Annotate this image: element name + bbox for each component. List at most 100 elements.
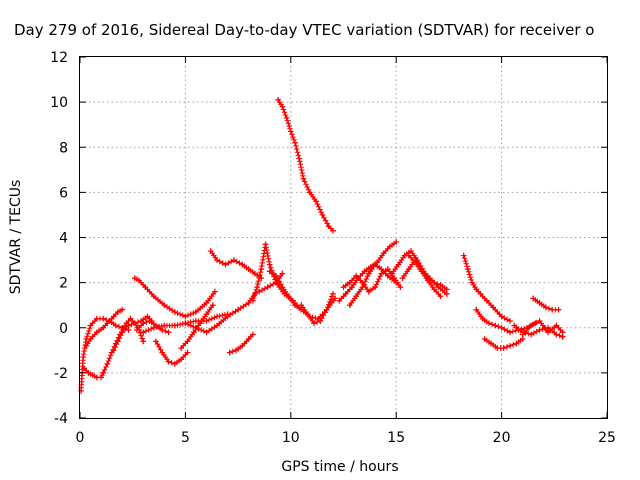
- data-point: [298, 302, 305, 308]
- plus-markers: [178, 302, 216, 351]
- data-point: [252, 270, 258, 277]
- data-point: [212, 288, 218, 295]
- data-point: [300, 176, 307, 182]
- data-point: [486, 320, 492, 327]
- data-point: [210, 302, 216, 308]
- data-point: [372, 261, 378, 268]
- data-point: [536, 327, 543, 333]
- data-point: [365, 270, 372, 277]
- x-tick-label: 5: [181, 430, 190, 446]
- data-point: [393, 279, 399, 286]
- data-point: [235, 306, 241, 313]
- data-point: [477, 291, 484, 297]
- data-point: [214, 322, 220, 329]
- data-point: [296, 155, 303, 162]
- data-point: [106, 318, 113, 324]
- data-point: [465, 266, 471, 272]
- data-point: [144, 313, 151, 320]
- data-point: [136, 277, 142, 284]
- data-point: [365, 288, 372, 295]
- y-tick-label: 12: [50, 50, 68, 66]
- data-series: [78, 97, 566, 394]
- data-point: [359, 284, 366, 290]
- data-point: [159, 327, 166, 333]
- data-point: [89, 372, 96, 378]
- data-point: [507, 318, 513, 324]
- data-point: [191, 329, 197, 336]
- data-point: [304, 311, 311, 318]
- data-point: [399, 275, 406, 281]
- data-point: [119, 329, 125, 336]
- data-point: [353, 273, 359, 279]
- data-point: [172, 322, 178, 329]
- data-point: [340, 284, 347, 290]
- plus-markers: [207, 248, 265, 281]
- plus-markers: [406, 252, 444, 299]
- data-point: [94, 329, 100, 336]
- plot-frame: [79, 56, 608, 419]
- data-point: [285, 293, 292, 299]
- data-point: [226, 349, 233, 356]
- series-track-31: [530, 295, 562, 313]
- gridlines: [80, 57, 607, 418]
- y-axis-title: SDTVAR / TECUs: [8, 180, 24, 295]
- data-point: [549, 306, 555, 313]
- data-point: [553, 331, 560, 338]
- data-point: [479, 315, 486, 322]
- data-point: [214, 257, 220, 263]
- data-point: [140, 329, 147, 336]
- data-point: [132, 275, 138, 281]
- data-point: [273, 273, 279, 279]
- data-point: [100, 324, 106, 331]
- x-tick-label: 15: [387, 430, 405, 446]
- data-point: [193, 309, 199, 315]
- data-point: [513, 340, 520, 347]
- data-point: [239, 261, 246, 268]
- data-point: [193, 324, 199, 331]
- data-point: [530, 295, 537, 302]
- plus-markers: [389, 248, 450, 297]
- data-point: [406, 252, 412, 259]
- data-point: [83, 343, 90, 349]
- data-point: [498, 324, 505, 331]
- series-track-4: [83, 306, 125, 349]
- data-point: [389, 270, 395, 277]
- data-point: [266, 268, 273, 275]
- data-point: [473, 306, 480, 313]
- y-tick-label: 4: [59, 231, 68, 247]
- data-point: [481, 336, 488, 342]
- y-tick-label: 6: [59, 185, 68, 201]
- data-point: [559, 329, 566, 336]
- series-track-9: [153, 338, 191, 367]
- data-point: [110, 347, 117, 354]
- data-point: [330, 291, 336, 297]
- data-point: [104, 361, 111, 367]
- chart-title: Day 279 of 2016, Sidereal Day-to-day VTE…: [14, 21, 594, 39]
- data-point: [380, 250, 387, 257]
- data-point: [245, 336, 252, 342]
- data-point: [254, 284, 260, 290]
- data-point: [353, 293, 359, 299]
- data-point: [178, 356, 184, 363]
- series-track-26: [460, 252, 513, 324]
- data-point: [222, 261, 229, 268]
- data-point: [279, 103, 286, 110]
- data-point: [165, 329, 172, 336]
- series-track-7: [132, 275, 218, 320]
- data-point: [184, 338, 191, 345]
- data-point: [484, 297, 490, 304]
- data-point: [553, 322, 560, 329]
- data-point: [288, 128, 294, 135]
- series-track-10: [178, 302, 216, 351]
- data-point: [431, 279, 437, 286]
- series-trace: [338, 241, 397, 302]
- data-point: [490, 304, 496, 311]
- data-point: [161, 322, 168, 329]
- data-point: [395, 261, 402, 268]
- data-point: [555, 306, 562, 313]
- data-point: [443, 286, 450, 293]
- y-tick-label: -2: [54, 366, 68, 382]
- series-track-17: [275, 97, 336, 234]
- data-point: [140, 338, 147, 345]
